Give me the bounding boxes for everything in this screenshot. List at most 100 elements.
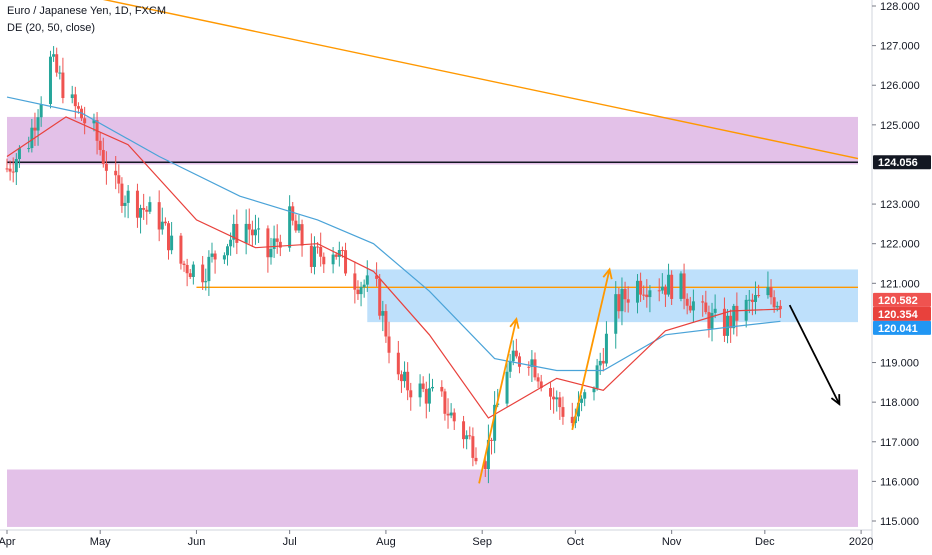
candle-body	[601, 360, 605, 364]
candle-body	[446, 413, 450, 416]
candle-body	[322, 256, 326, 265]
price-tick-label: 121.000	[880, 278, 920, 290]
price-badge-label: 124.056	[878, 157, 918, 169]
candle-body	[272, 238, 276, 249]
candle-body	[620, 289, 624, 312]
candle-body	[449, 412, 453, 416]
price-badge: 120.041	[873, 320, 931, 335]
candle-body	[114, 170, 118, 176]
candle-body	[300, 224, 304, 246]
candle-body	[427, 388, 431, 404]
candle-body	[536, 377, 540, 382]
time-tick-label: 2020	[849, 536, 873, 548]
candle-body	[713, 308, 717, 313]
candle-body	[11, 171, 15, 173]
descending-trendline[interactable]	[97, 0, 859, 160]
candle-body	[384, 311, 388, 337]
candle-body	[462, 421, 466, 440]
candle-body	[660, 286, 664, 291]
candle-body	[244, 223, 248, 243]
candle-body	[701, 301, 705, 303]
candle-body	[222, 255, 226, 260]
candle-body	[275, 238, 279, 242]
candle-body	[356, 289, 360, 295]
candle-body	[253, 229, 257, 236]
time-tick-label: Apr	[0, 536, 16, 548]
price-tick-label: 117.000	[880, 437, 919, 449]
candle-body	[530, 359, 534, 367]
candle-body	[471, 436, 475, 458]
candle-body	[670, 274, 674, 299]
candle-body	[555, 397, 559, 400]
candle-body	[157, 202, 161, 230]
candle-body	[340, 250, 344, 252]
candle-body	[210, 253, 214, 257]
candle-body	[266, 228, 270, 258]
candle-body	[142, 207, 146, 210]
candle-body	[552, 396, 556, 400]
candle-body	[493, 404, 497, 441]
candle-body	[27, 148, 31, 150]
candle-body	[558, 397, 562, 408]
candle-body	[101, 149, 105, 164]
moving-average-fast-line	[6, 116, 781, 419]
down-arrow-projection-head	[830, 394, 841, 406]
candle-body	[188, 273, 192, 277]
middle-resistance-zone	[367, 269, 858, 323]
up-arrow-september[interactable]	[478, 316, 520, 484]
price-badge-label: 120.582	[878, 295, 918, 307]
candle-body	[483, 461, 487, 470]
candle-body	[514, 350, 518, 357]
candle-body	[331, 254, 335, 265]
indicator-title: DE (20, 50, close)	[7, 22, 96, 34]
candle-body	[617, 294, 621, 312]
candle-body	[148, 202, 152, 212]
up-arrow-october-shaft	[571, 269, 611, 431]
candle-body	[688, 305, 692, 311]
candle-body	[735, 305, 739, 321]
candle-body	[576, 402, 580, 417]
price-badge: 120.582	[873, 292, 931, 307]
price-badge-bg	[873, 306, 931, 321]
candle-body	[167, 223, 171, 251]
candle-body	[182, 263, 186, 265]
candle-body	[316, 246, 320, 248]
candle-body	[704, 302, 708, 313]
candle-body	[726, 315, 730, 336]
candle-body	[639, 280, 643, 295]
candle-body	[207, 256, 211, 282]
candle-body	[539, 381, 543, 388]
candle-body	[592, 388, 596, 393]
candle-body	[117, 175, 121, 184]
candle-body	[135, 190, 139, 218]
time-tick-label: Dec	[755, 536, 775, 548]
price-badge: 124.056	[873, 155, 931, 170]
candle-body	[163, 221, 167, 224]
price-tick-label: 122.000	[880, 239, 920, 251]
candle-body	[378, 278, 382, 316]
price-badge: 120.354	[873, 306, 931, 321]
candle-body	[682, 273, 686, 299]
candle-body	[297, 224, 301, 231]
price-tick-label: 126.000	[880, 80, 920, 92]
time-tick-label: Sep	[472, 536, 492, 548]
price-badge-bg	[873, 155, 931, 170]
down-arrow-projection[interactable]	[788, 304, 841, 406]
candle-body	[204, 281, 208, 283]
candle-body	[61, 72, 65, 99]
candle-body	[403, 371, 407, 382]
candle-body	[583, 392, 587, 399]
candle-body	[645, 294, 649, 298]
time-tick-label: Jun	[188, 536, 206, 548]
candle-body	[685, 298, 689, 306]
candle-body	[595, 365, 599, 389]
candle-body	[635, 280, 639, 303]
candle-body	[778, 305, 782, 310]
up-arrow-october[interactable]	[571, 267, 613, 431]
candle-body	[294, 220, 298, 231]
candle-body	[8, 168, 12, 172]
candle-body	[623, 289, 627, 300]
candle-body	[580, 398, 584, 403]
